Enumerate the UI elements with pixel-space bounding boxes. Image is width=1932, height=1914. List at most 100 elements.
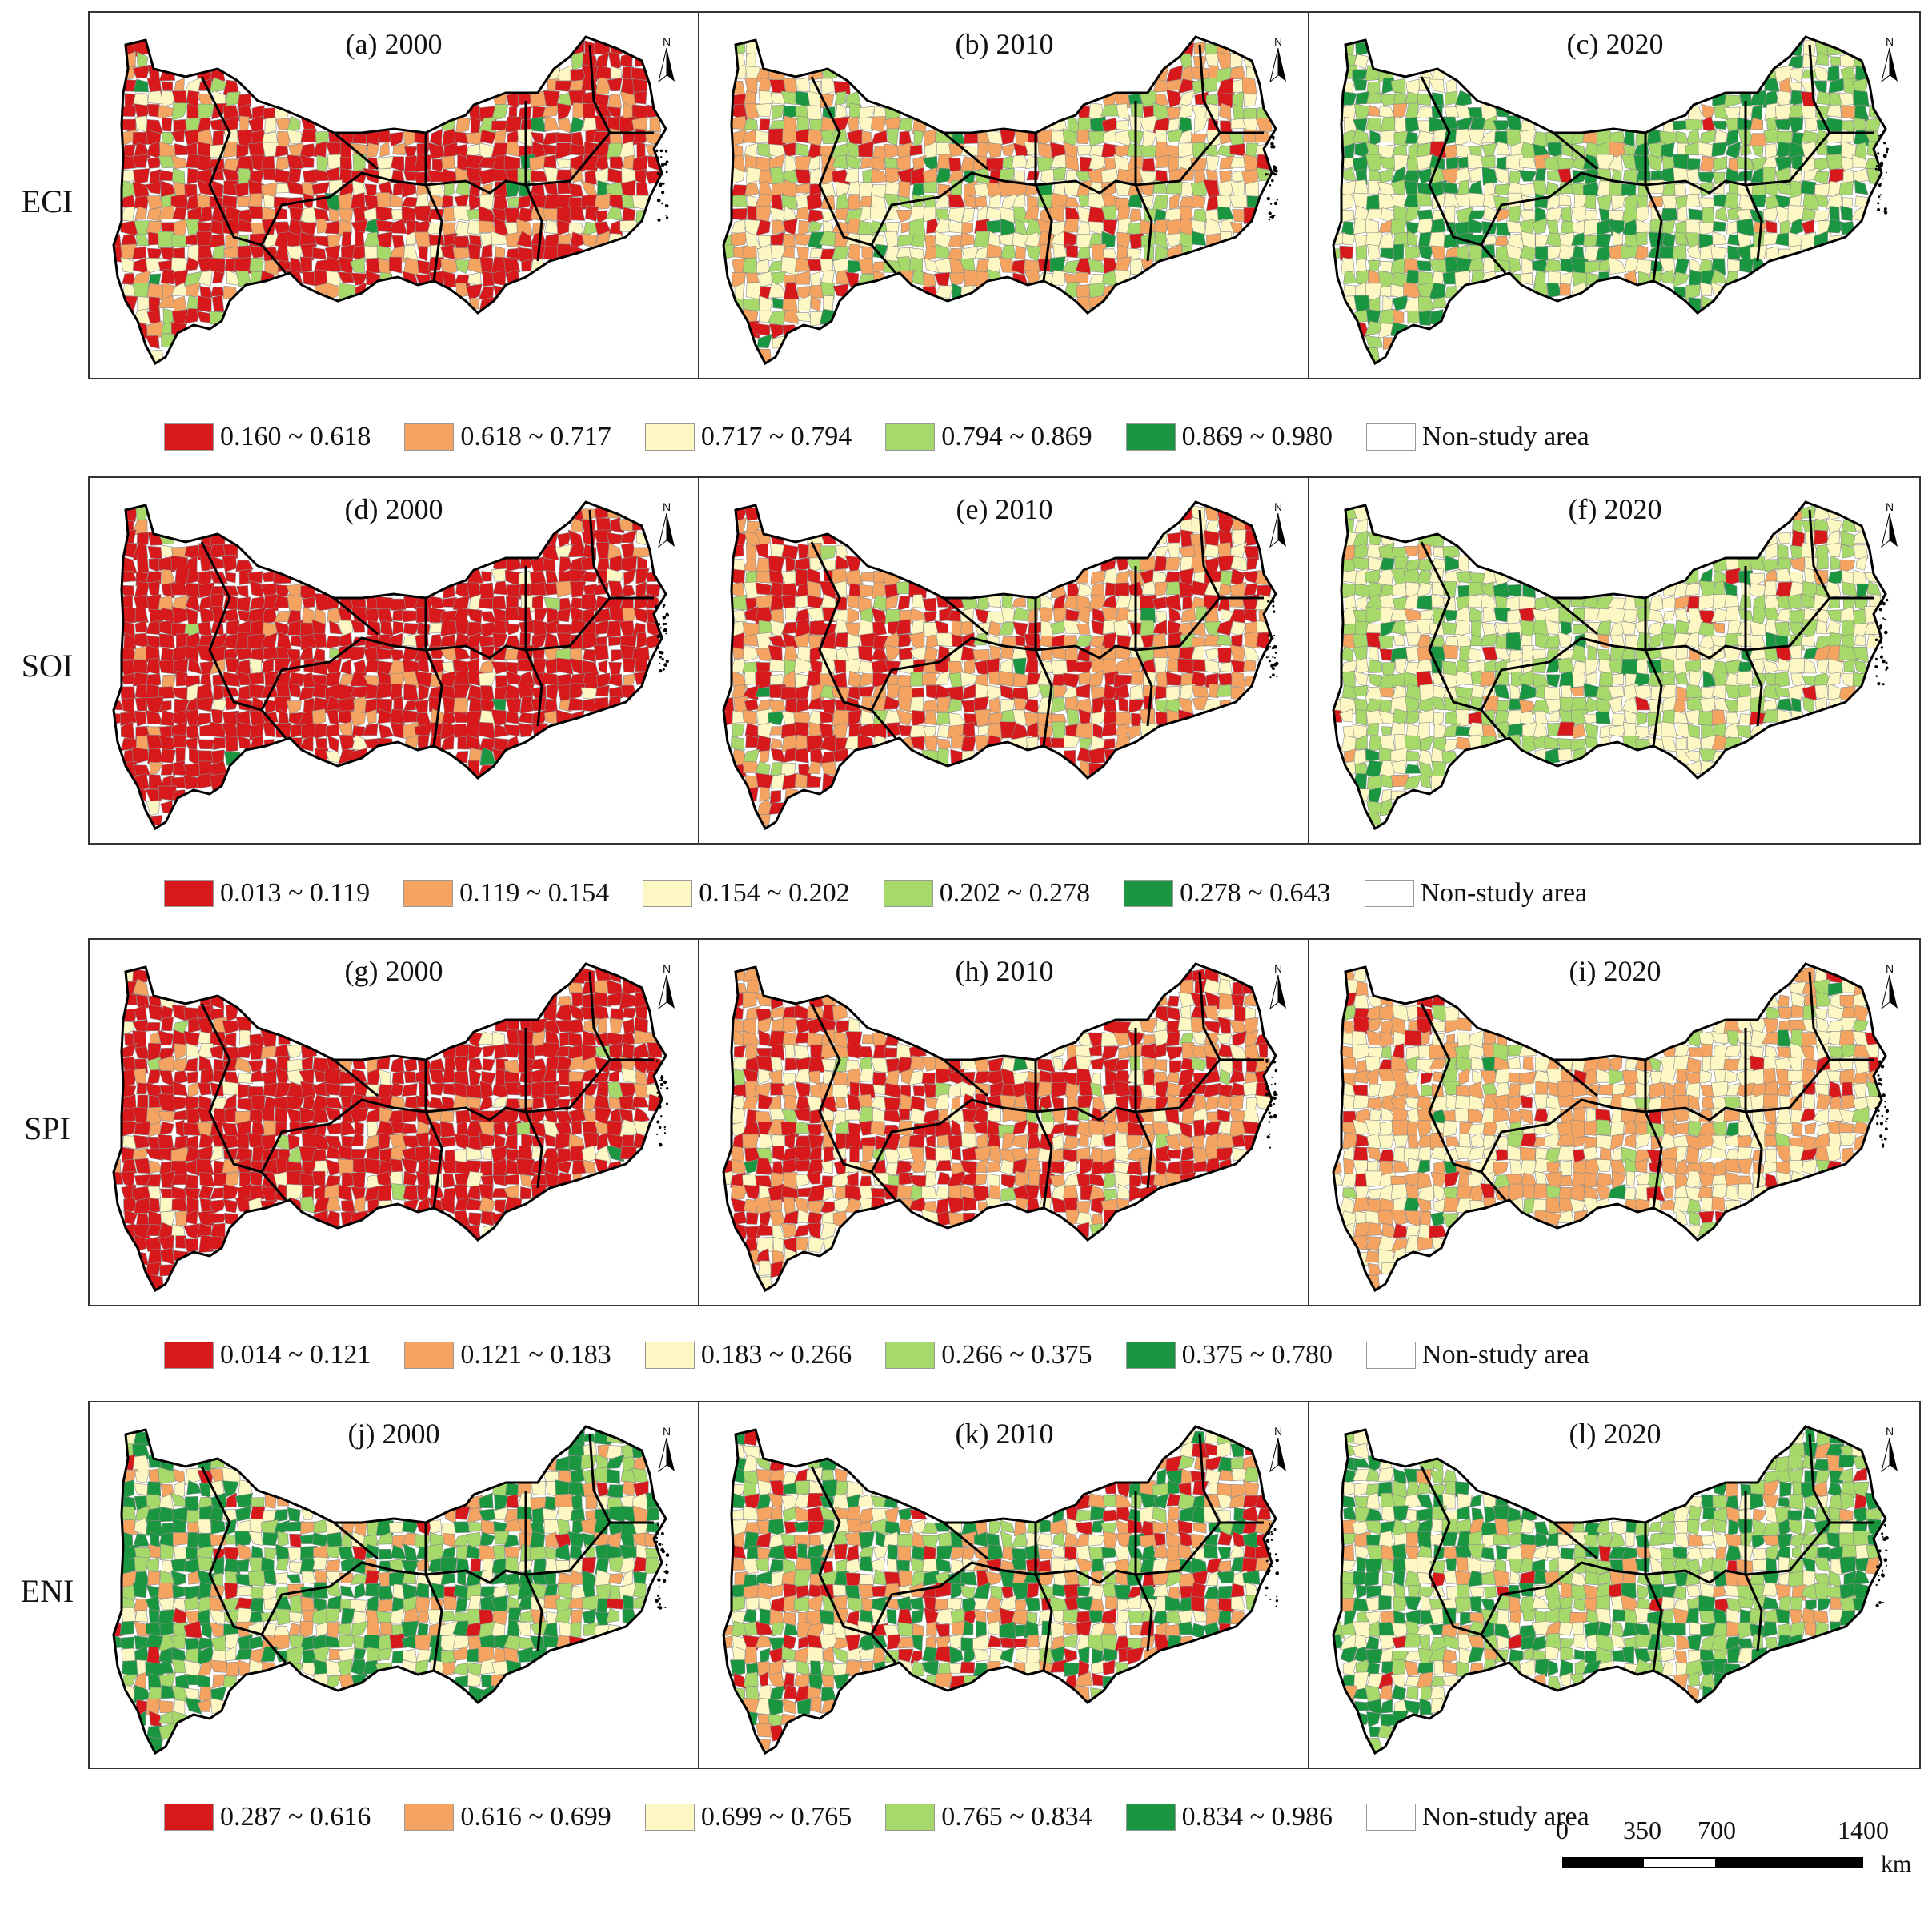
island-marker — [659, 1083, 663, 1086]
county-unit — [1852, 118, 1866, 131]
county-unit — [1243, 659, 1257, 672]
county-unit — [607, 93, 623, 109]
county-unit — [1841, 105, 1858, 120]
county-unit — [1621, 620, 1636, 635]
county-unit — [403, 1185, 419, 1202]
county-unit — [144, 1147, 164, 1161]
county-unit — [633, 1082, 650, 1098]
county-unit — [1379, 130, 1397, 142]
county-unit — [1153, 657, 1168, 675]
county-unit — [1229, 156, 1248, 168]
county-unit — [1191, 231, 1207, 246]
county-unit — [623, 657, 636, 673]
county-unit — [768, 711, 785, 726]
county-unit — [1621, 245, 1638, 259]
county-unit — [363, 659, 379, 673]
county-unit — [324, 1069, 343, 1085]
province-boundary — [810, 541, 897, 739]
county-unit — [1353, 54, 1369, 70]
county-unit — [1049, 256, 1066, 273]
county-unit — [418, 684, 430, 701]
island-marker — [1271, 647, 1274, 650]
county-unit — [807, 209, 824, 224]
county-unit — [299, 1069, 315, 1084]
county-unit — [1154, 685, 1168, 700]
county-unit — [479, 1081, 494, 1099]
county-unit — [1826, 569, 1844, 584]
county-unit — [1431, 593, 1447, 608]
county-unit — [1354, 568, 1369, 587]
county-unit — [418, 245, 429, 262]
county-unit — [610, 66, 623, 79]
county-unit — [1854, 634, 1866, 647]
county-unit — [820, 94, 835, 109]
county-unit — [158, 1110, 176, 1122]
county-unit — [212, 737, 226, 751]
island-marker — [663, 1128, 666, 1130]
county-unit — [1623, 709, 1637, 724]
county-unit — [742, 130, 757, 144]
county-unit — [287, 593, 303, 612]
county-unit — [158, 105, 174, 119]
county-unit — [134, 710, 147, 728]
county-unit — [555, 1004, 571, 1023]
province-boundary — [525, 1059, 611, 1113]
county-unit — [998, 671, 1015, 687]
county-unit — [1583, 219, 1601, 236]
county-unit — [1177, 697, 1193, 714]
county-unit — [222, 1158, 240, 1174]
county-unit — [324, 1097, 343, 1109]
county-unit — [1444, 90, 1458, 106]
county-unit — [1661, 207, 1677, 222]
panel-title: (f) 2020 — [1568, 493, 1662, 525]
county-unit — [1608, 685, 1625, 699]
county-unit — [1203, 620, 1221, 637]
county-unit — [619, 1082, 638, 1098]
county-unit — [631, 104, 649, 121]
county-unit — [806, 105, 823, 121]
county-unit — [247, 571, 263, 584]
county-unit — [1368, 659, 1383, 673]
county-unit — [797, 543, 809, 560]
county-unit — [544, 657, 559, 675]
county-unit — [1024, 154, 1038, 170]
county-unit — [162, 674, 177, 689]
county-unit — [974, 673, 988, 687]
county-unit — [222, 555, 238, 572]
county-unit — [516, 219, 533, 237]
county-unit — [782, 129, 796, 145]
county-unit — [806, 734, 824, 753]
county-unit — [443, 1173, 455, 1189]
county-unit — [483, 271, 496, 287]
county-unit — [1496, 208, 1512, 223]
county-unit — [768, 260, 783, 272]
county-unit — [1518, 157, 1537, 170]
island-marker — [1265, 656, 1268, 659]
island-marker — [659, 669, 663, 673]
county-unit — [209, 721, 226, 738]
county-unit — [847, 607, 860, 624]
county-unit — [1179, 206, 1194, 223]
county-unit — [251, 1095, 266, 1111]
island-marker — [1882, 154, 1887, 158]
province-boundary — [525, 597, 611, 652]
county-unit — [1066, 708, 1080, 726]
county-unit — [1365, 118, 1381, 132]
county-unit — [961, 207, 975, 224]
county-unit — [198, 1031, 214, 1046]
county-unit — [861, 1034, 875, 1045]
county-unit — [299, 256, 313, 274]
county-unit — [1230, 686, 1245, 700]
county-unit — [1711, 142, 1729, 158]
county-unit — [1635, 231, 1648, 247]
county-unit — [780, 570, 796, 586]
county-unit — [302, 271, 317, 287]
county-unit — [223, 1213, 239, 1226]
county-unit — [729, 80, 746, 95]
county-unit — [607, 991, 624, 1006]
county-unit — [1333, 709, 1343, 723]
county-unit — [1686, 735, 1702, 753]
county-unit — [784, 1044, 795, 1061]
county-unit — [910, 167, 925, 185]
legend-item: Non-study area — [1364, 878, 1587, 909]
